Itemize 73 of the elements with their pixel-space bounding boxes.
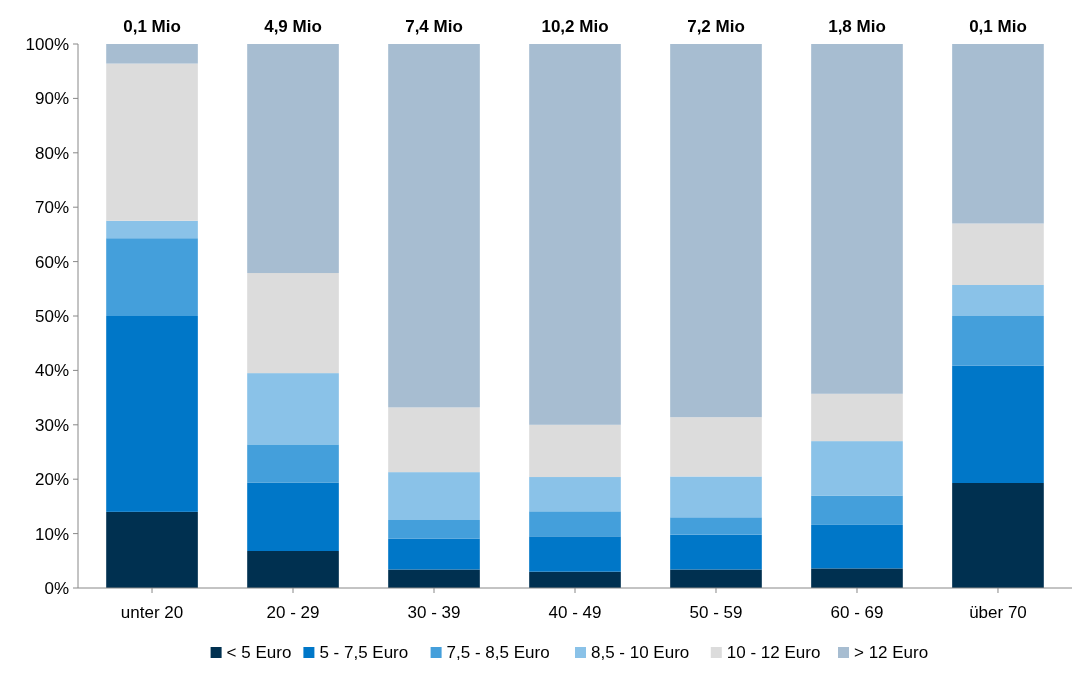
bar (670, 44, 762, 418)
bar (247, 44, 339, 274)
y-tick-label: 10% (34, 524, 69, 544)
legend-label: 7,5 - 8,5 Euro (446, 643, 550, 662)
legend-label: > 12 Euro (854, 643, 929, 662)
bar (388, 472, 480, 520)
bar (106, 316, 198, 512)
bar (811, 495, 903, 525)
x-tick-label: 20 - 29 (266, 603, 320, 622)
bar (952, 316, 1044, 366)
bar (529, 511, 621, 537)
bar (529, 571, 621, 588)
bar (811, 524, 903, 569)
y-tick-label: 90% (34, 89, 69, 109)
bar (670, 476, 762, 518)
bar (247, 373, 339, 445)
bar (952, 44, 1044, 224)
y-tick-label: 0% (44, 578, 69, 598)
x-tick-label: 40 - 49 (548, 603, 602, 622)
bar (388, 520, 480, 539)
bar (388, 538, 480, 570)
x-tick-label: 50 - 59 (689, 603, 743, 622)
bar (811, 441, 903, 496)
annotation: 0,1 Mio (969, 17, 1027, 36)
legend-label: 8,5 - 10 Euro (591, 643, 690, 662)
annotation: 10,2 Mio (541, 17, 609, 36)
bar (670, 417, 762, 477)
x-tick-label: unter 20 (120, 603, 184, 622)
bar (388, 44, 480, 408)
x-tick-label: 30 - 39 (407, 603, 461, 622)
bar (529, 424, 621, 478)
annotation: 0,1 Mio (123, 17, 181, 36)
bar (388, 569, 480, 588)
bar (529, 536, 621, 572)
annotation: 7,2 Mio (687, 17, 745, 36)
annotation: 7,4 Mio (405, 17, 463, 36)
x-tick-label: 60 - 69 (830, 603, 884, 622)
bar (811, 44, 903, 394)
annotation: 4,9 Mio (264, 17, 322, 36)
bar (106, 63, 198, 221)
bar (952, 223, 1044, 285)
y-tick-label: 20% (34, 470, 69, 490)
bar (811, 568, 903, 588)
bar (106, 44, 198, 64)
annotation: 1,8 Mio (828, 17, 886, 36)
y-tick-label: 80% (34, 143, 69, 163)
y-tick-label: 70% (34, 198, 69, 218)
bar (670, 569, 762, 588)
bar (247, 551, 339, 588)
y-tick-label: 30% (34, 415, 69, 435)
bar (952, 284, 1044, 316)
bar (952, 365, 1044, 484)
bar (670, 534, 762, 570)
bar (106, 220, 198, 239)
legend-label: < 5 Euro (226, 643, 292, 662)
bar (952, 483, 1044, 588)
y-tick-label: 100% (25, 34, 69, 54)
bar (247, 444, 339, 483)
bar (670, 517, 762, 535)
bar (529, 477, 621, 512)
x-tick-label: über 70 (969, 603, 1027, 622)
bar (811, 393, 903, 442)
bar (247, 273, 339, 374)
bar (529, 44, 621, 425)
bar (388, 407, 480, 473)
y-tick-label: 40% (34, 361, 69, 381)
bar (247, 482, 339, 552)
legend-label: 5 - 7,5 Euro (319, 643, 409, 662)
bar (106, 238, 198, 316)
bar (106, 511, 198, 588)
y-tick-label: 50% (34, 306, 69, 326)
y-tick-label: 60% (34, 252, 69, 272)
legend-label: 10 - 12 Euro (726, 643, 821, 662)
